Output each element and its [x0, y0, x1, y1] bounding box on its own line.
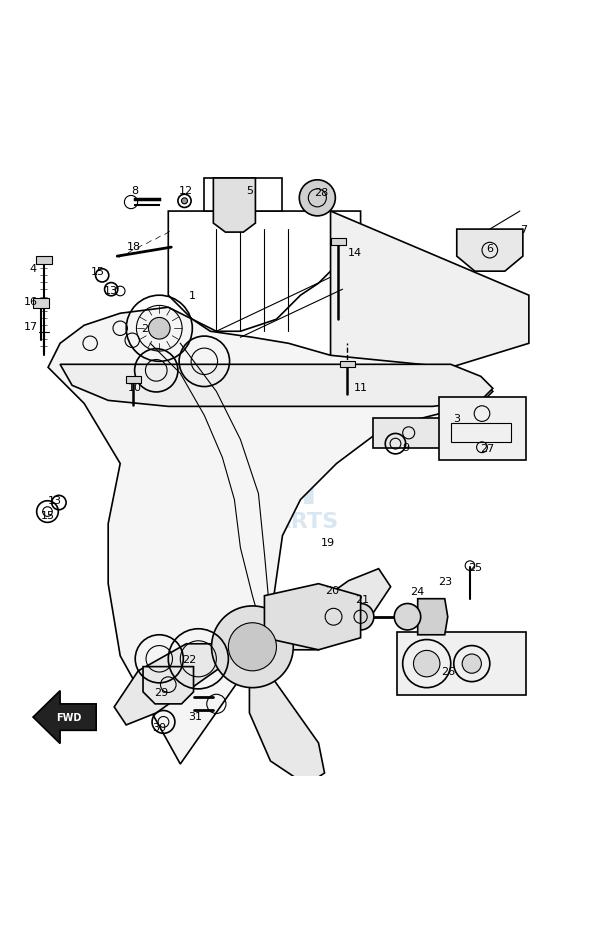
Text: 15: 15: [91, 267, 105, 277]
Text: 26: 26: [441, 666, 455, 676]
Text: 5: 5: [246, 186, 253, 196]
Text: 17: 17: [24, 322, 38, 332]
Text: 22: 22: [182, 654, 197, 664]
Text: 24: 24: [410, 586, 425, 596]
Polygon shape: [264, 585, 361, 650]
Text: 11: 11: [353, 382, 368, 392]
Polygon shape: [143, 667, 194, 704]
Text: 7: 7: [520, 225, 528, 235]
Text: 16: 16: [24, 297, 38, 307]
Text: OEM: OEM: [186, 462, 319, 514]
Bar: [33, 298, 49, 309]
Polygon shape: [276, 569, 391, 650]
Text: 2: 2: [141, 324, 148, 334]
Text: MOTORPARTS: MOTORPARTS: [167, 511, 338, 531]
Polygon shape: [168, 212, 361, 332]
Polygon shape: [33, 691, 96, 744]
Circle shape: [394, 604, 421, 630]
Circle shape: [148, 318, 170, 340]
Bar: [439, 398, 526, 461]
Text: 3: 3: [453, 414, 460, 424]
Circle shape: [212, 606, 293, 688]
Text: 13: 13: [48, 495, 63, 505]
Text: 14: 14: [347, 248, 362, 258]
Bar: [397, 632, 526, 695]
Polygon shape: [114, 645, 228, 725]
Text: 12: 12: [179, 186, 194, 196]
Polygon shape: [60, 365, 493, 407]
Circle shape: [347, 604, 374, 630]
Text: FWD: FWD: [56, 712, 82, 723]
Text: 6: 6: [486, 244, 493, 254]
Polygon shape: [457, 229, 523, 272]
Text: 25: 25: [468, 563, 482, 572]
Text: 4: 4: [29, 264, 37, 274]
Text: 8: 8: [132, 186, 139, 196]
Circle shape: [182, 199, 188, 205]
Polygon shape: [373, 418, 445, 448]
Text: 10: 10: [128, 382, 142, 392]
Circle shape: [413, 651, 440, 677]
Text: 13: 13: [104, 287, 118, 296]
Bar: [340, 362, 355, 367]
Text: 31: 31: [188, 711, 203, 722]
Polygon shape: [331, 212, 529, 367]
Circle shape: [462, 654, 481, 673]
Polygon shape: [249, 671, 325, 785]
Text: 18: 18: [126, 242, 141, 251]
Text: 23: 23: [438, 576, 452, 586]
Polygon shape: [213, 179, 255, 233]
Bar: [451, 424, 511, 443]
Text: 30: 30: [152, 722, 166, 732]
Text: 29: 29: [154, 687, 168, 697]
Text: 9: 9: [402, 442, 409, 452]
Text: 20: 20: [325, 585, 339, 595]
Bar: [36, 256, 52, 265]
Circle shape: [228, 624, 276, 671]
Text: 15: 15: [41, 510, 55, 520]
Circle shape: [317, 601, 350, 634]
Text: 27: 27: [480, 444, 494, 454]
Text: 19: 19: [320, 537, 335, 547]
Polygon shape: [418, 599, 448, 635]
Bar: [331, 239, 346, 246]
Bar: [126, 377, 141, 384]
Polygon shape: [48, 307, 493, 764]
Text: 21: 21: [355, 594, 369, 605]
Circle shape: [299, 181, 335, 217]
Text: 1: 1: [189, 291, 196, 301]
Polygon shape: [204, 179, 282, 212]
Text: 28: 28: [314, 188, 329, 198]
